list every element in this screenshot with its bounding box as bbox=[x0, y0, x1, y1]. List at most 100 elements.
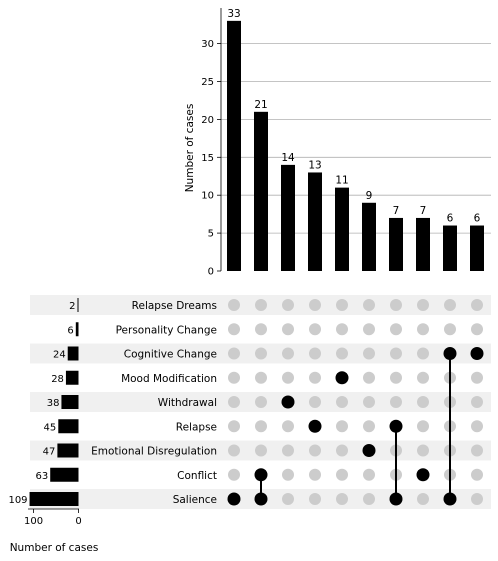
matrix-dot-empty-3-salience bbox=[282, 493, 294, 505]
intersection-bar-6 bbox=[362, 202, 376, 271]
matrix-dot-empty-4-conflict bbox=[309, 468, 321, 481]
matrix-dot-empty-3-cognitive-change bbox=[282, 347, 294, 360]
set-size-bar-relapse bbox=[58, 419, 79, 434]
intersection-bar-label-9: 6 bbox=[447, 213, 454, 225]
intersection-bar-1 bbox=[227, 20, 241, 271]
matrix-dot-empty-4-salience bbox=[309, 493, 321, 505]
set-name-labels: Relapse Dreams Personality Change Cognitiv… bbox=[91, 300, 217, 506]
set-size-bars bbox=[29, 298, 79, 506]
set-size-bar-emotional-disregulation bbox=[57, 443, 79, 458]
set-size-label-conflict: 63 bbox=[35, 471, 48, 482]
matrix-dot-empty-2-personality-change bbox=[255, 323, 267, 336]
matrix-dot-empty-5-personality-change bbox=[336, 323, 348, 336]
set-size-x-axis: 100 0 bbox=[24, 508, 82, 527]
matrix-dot-empty-3-mood-modification bbox=[282, 371, 294, 384]
matrix-dot-empty-4-mood-modification bbox=[309, 371, 321, 384]
y-tick-label-0: 0 bbox=[208, 267, 214, 278]
intersection-bar-5 bbox=[335, 187, 349, 271]
intersection-bar-label-5: 11 bbox=[335, 175, 348, 187]
matrix-dot-empty-6-personality-change bbox=[363, 323, 375, 336]
intersection-bar-9 bbox=[443, 225, 457, 271]
set-size-bar-withdrawal bbox=[61, 395, 79, 409]
matrix-dot-empty-1-conflict bbox=[228, 468, 240, 481]
set-size-bar-cognitive-change bbox=[67, 346, 79, 361]
matrix-dot-empty-7-personality-change bbox=[390, 323, 402, 336]
set-size-label-mood-modification: 28 bbox=[51, 374, 64, 385]
set-size-bar-mood-modification bbox=[65, 370, 79, 385]
y-tick-label-10: 10 bbox=[201, 191, 214, 202]
set-label-conflict: Conflict bbox=[177, 470, 217, 482]
set-size-label-emotional-disregulation: 47 bbox=[43, 447, 56, 458]
matrix-dot-empty-5-emotional-disregulation bbox=[336, 444, 348, 457]
matrix-dot-empty-1-emotional-disregulation bbox=[228, 444, 240, 457]
matrix-dot-empty-9-personality-change bbox=[444, 323, 456, 336]
intersection-bar-label-10: 6 bbox=[474, 213, 481, 225]
matrix-dot-empty-6-withdrawal bbox=[363, 396, 375, 408]
matrix-dot-empty-8-relapse-dreams bbox=[417, 299, 429, 311]
matrix-dot-empty-8-cognitive-change bbox=[417, 347, 429, 360]
y-tick-label-30: 30 bbox=[201, 39, 214, 50]
matrix-dot-empty-1-relapse bbox=[228, 420, 240, 433]
set-label-withdrawal: Withdrawal bbox=[158, 397, 217, 409]
matrix-dot-empty-10-emotional-disregulation bbox=[471, 444, 483, 457]
matrix-dot-empty-10-personality-change bbox=[471, 323, 483, 336]
matrix-dot-empty-4-personality-change bbox=[309, 323, 321, 336]
set-label-mood-modification: Mood Modification bbox=[121, 373, 217, 385]
set-size-bar-conflict bbox=[50, 467, 79, 482]
matrix-dot-empty-2-withdrawal bbox=[255, 396, 267, 408]
matrix-dot-filled-1-salience bbox=[227, 492, 241, 506]
matrix-dot-empty-3-conflict bbox=[282, 468, 294, 481]
intersection-bar-8 bbox=[416, 217, 430, 271]
matrix-dot-empty-6-salience bbox=[363, 493, 375, 505]
matrix-dot-empty-3-emotional-disregulation bbox=[282, 444, 294, 457]
set-label-cognitive-change: Cognitive Change bbox=[124, 349, 217, 361]
intersection-bar-label-1: 33 bbox=[227, 8, 240, 20]
matrix-dot-empty-6-relapse bbox=[363, 420, 375, 433]
matrix-dot-empty-10-withdrawal bbox=[471, 396, 483, 408]
matrix-dot-filled-2-conflict bbox=[254, 468, 268, 482]
matrix-dot-empty-5-salience bbox=[336, 493, 348, 505]
intersection-y-axis-title: Number of cases bbox=[184, 104, 196, 193]
set-label-emotional-disregulation: Emotional Disregulation bbox=[91, 446, 217, 458]
matrix-dot-empty-6-cognitive-change bbox=[363, 347, 375, 360]
matrix-dot-empty-7-mood-modification bbox=[390, 371, 402, 384]
matrix-dot-filled-9-salience bbox=[443, 492, 457, 506]
set-size-label-salience: 109 bbox=[8, 495, 27, 506]
matrix-dot-empty-6-mood-modification bbox=[363, 371, 375, 384]
matrix-dot-filled-5-mood-modification bbox=[335, 371, 349, 385]
set-size-label-cognitive-change: 24 bbox=[53, 350, 66, 361]
matrix-dot-empty-7-withdrawal bbox=[390, 396, 402, 408]
intersection-bar-label-7: 7 bbox=[393, 205, 400, 217]
matrix-dot-empty-3-relapse bbox=[282, 420, 294, 433]
matrix-dot-empty-1-relapse-dreams bbox=[228, 299, 240, 311]
matrix-dot-empty-5-relapse-dreams bbox=[336, 299, 348, 311]
set-label-salience: Salience bbox=[173, 494, 217, 506]
matrix-dot-empty-5-relapse bbox=[336, 420, 348, 433]
matrix-dot-filled-8-conflict bbox=[416, 468, 430, 482]
matrix-dot-empty-2-cognitive-change bbox=[255, 347, 267, 360]
matrix-dot-empty-8-withdrawal bbox=[417, 396, 429, 408]
matrix-dot-empty-1-cognitive-change bbox=[228, 347, 240, 360]
intersection-bar-10 bbox=[470, 225, 484, 271]
intersection-bar-label-2: 21 bbox=[254, 99, 267, 111]
matrix-dot-empty-10-mood-modification bbox=[471, 371, 483, 384]
y-tick-label-25: 25 bbox=[201, 77, 214, 88]
matrix-dot-empty-6-conflict bbox=[363, 468, 375, 481]
matrix-dot-empty-10-relapse-dreams bbox=[471, 299, 483, 311]
matrix-dot-empty-7-cognitive-change bbox=[390, 347, 402, 360]
matrix-dot-empty-9-relapse-dreams bbox=[444, 299, 456, 311]
intersection-bar-label-6: 9 bbox=[366, 190, 373, 202]
matrix-dot-empty-2-relapse bbox=[255, 420, 267, 433]
set-label-personality-change: Personality Change bbox=[116, 324, 217, 336]
intersection-bar-label-4: 13 bbox=[308, 159, 321, 171]
set-label-relapse: Relapse bbox=[176, 421, 217, 433]
matrix-dot-filled-7-relapse bbox=[389, 419, 403, 433]
matrix-dot-empty-10-conflict bbox=[471, 468, 483, 481]
intersection-bar-label-3: 14 bbox=[281, 152, 295, 164]
intersection-matrix bbox=[227, 299, 484, 506]
matrix-dot-empty-4-emotional-disregulation bbox=[309, 444, 321, 457]
set-size-bar-personality-change bbox=[75, 322, 79, 337]
set-label-relapse-dreams: Relapse Dreams bbox=[132, 300, 217, 312]
set-size-label-personality-change: 6 bbox=[67, 325, 73, 336]
matrix-dot-empty-5-conflict bbox=[336, 468, 348, 481]
